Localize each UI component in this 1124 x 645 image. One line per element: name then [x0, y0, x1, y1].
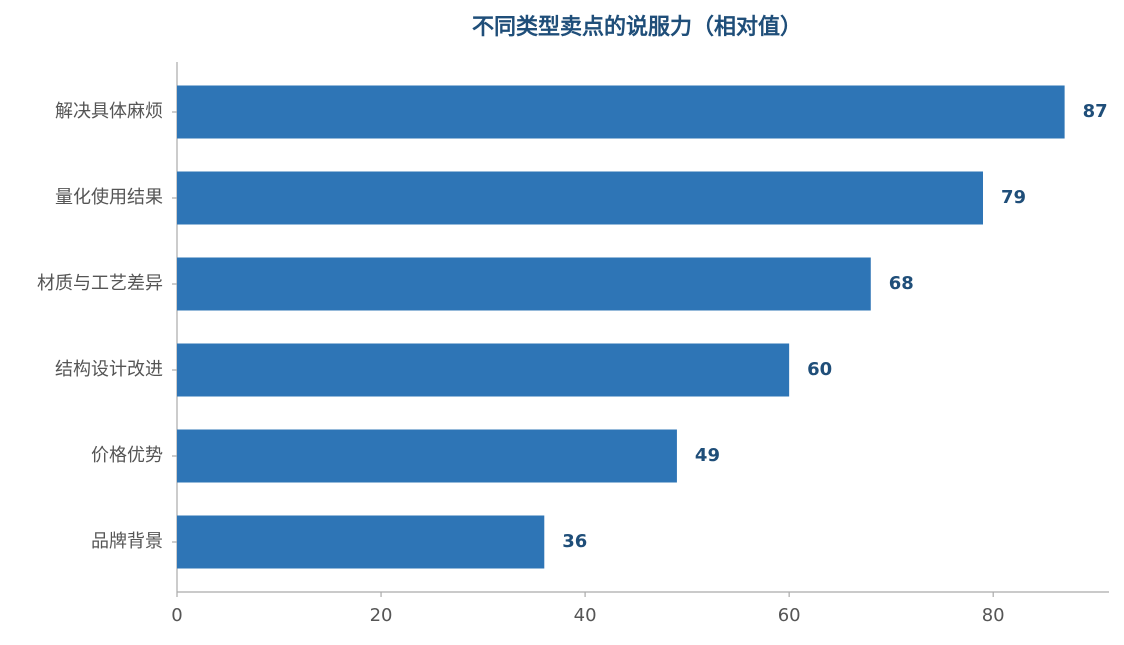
- bar: [177, 429, 677, 483]
- bar: [177, 257, 871, 311]
- y-tick-label: 解决具体麻烦: [55, 101, 163, 122]
- bar: [177, 171, 983, 225]
- value-label: 60: [807, 359, 832, 380]
- value-label: 36: [562, 531, 587, 552]
- y-tick-label: 品牌背景: [91, 531, 163, 552]
- x-tick-label: 20: [370, 605, 393, 626]
- x-tick-label: 60: [778, 605, 801, 626]
- value-label: 79: [1001, 187, 1026, 208]
- bar: [177, 515, 545, 569]
- y-tick-label: 结构设计改进: [55, 359, 163, 380]
- chart-title: 不同类型卖点的说服力（相对值）: [472, 14, 802, 40]
- x-tick-label: 0: [171, 605, 182, 626]
- bar: [177, 85, 1065, 139]
- y-tick-label: 价格优势: [91, 445, 163, 466]
- y-tick-label: 材质与工艺差异: [37, 273, 163, 294]
- value-label: 49: [695, 445, 720, 466]
- x-tick-label: 80: [982, 605, 1005, 626]
- x-tick-label: 40: [574, 605, 597, 626]
- value-label: 87: [1083, 101, 1108, 122]
- bar: [177, 343, 790, 397]
- value-label: 68: [889, 273, 914, 294]
- y-tick-label: 量化使用结果: [55, 187, 163, 208]
